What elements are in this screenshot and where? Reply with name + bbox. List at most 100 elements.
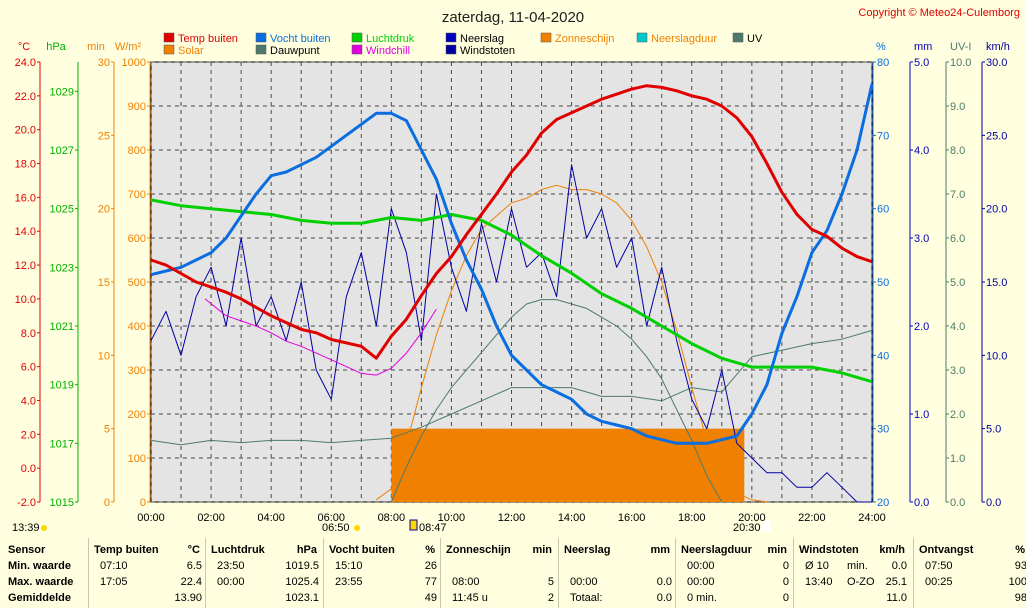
- axis-tick-label: 3.0: [914, 233, 929, 245]
- column-unit: °C: [187, 544, 200, 556]
- chart-title: zaterdag, 11-04-2020: [442, 9, 584, 26]
- axis-tick-label: 1023: [50, 262, 74, 274]
- axis-tick-label: 2.0: [21, 429, 36, 441]
- axis-tick-label: 400: [128, 321, 146, 333]
- x-tick-label: 22:00: [798, 512, 826, 524]
- row-value: 98: [1014, 592, 1026, 604]
- row-value: 93: [1014, 560, 1026, 572]
- time-markers: 13:39 06:50 08:47 20:30: [12, 519, 771, 534]
- axis-tick-label: 15.0: [986, 277, 1007, 289]
- axes: -2.0 0.0 2.0 4.0 6.0 8.0 10.0 12.0 14.0 16.0 18.0 2…: [15, 41, 1010, 524]
- row-value: 2: [547, 592, 554, 604]
- row-value: 13.90: [174, 592, 202, 604]
- flag-icon: [409, 519, 418, 531]
- axis-tick-label: 300: [128, 365, 146, 377]
- axis-tick-label: 30: [98, 57, 110, 69]
- row-value: 0: [782, 592, 789, 604]
- column-unit: hPa: [296, 544, 317, 556]
- axis-tick-label: 2.0: [950, 409, 965, 421]
- x-tick-label: 18:00: [678, 512, 706, 524]
- axis-tick-label: 3.0: [950, 365, 965, 377]
- row-value: 49: [424, 592, 437, 604]
- row-time: 11:45 u: [452, 592, 488, 604]
- axis-tick-label: 500: [128, 277, 146, 289]
- axis-tick-label: 24.0: [15, 57, 36, 69]
- series-vocht-buiten: [150, 83, 874, 445]
- legend: Temp buiten Vocht buiten Luchtdruk Neerslag…: [163, 32, 763, 57]
- column-header: Neerslagduur: [681, 544, 752, 556]
- row-time: 0 min.: [687, 592, 717, 604]
- axis-tick-label: 1.0: [950, 453, 965, 465]
- axis-tick-label: 4.0: [950, 321, 965, 333]
- axis-tick-label: 6.0: [21, 362, 36, 374]
- legend-swatch: [636, 32, 648, 43]
- x-tick-label: 16:00: [618, 512, 646, 524]
- legend-label: Vocht buiten: [270, 33, 331, 45]
- legend-swatch: [255, 44, 267, 55]
- axis-unit-label: hPa: [46, 41, 66, 53]
- sunshine-bar: [391, 428, 745, 502]
- legend-swatch: [445, 32, 457, 43]
- table-divider: [205, 538, 206, 608]
- axis-tick-label: 5.0: [950, 277, 965, 289]
- axis-tick-label: 25.0: [986, 130, 1007, 142]
- moon-icon: [761, 521, 771, 531]
- axis-tick-label: 900: [128, 101, 146, 113]
- x-tick-label: 14:00: [558, 512, 586, 524]
- legend-swatch: [255, 32, 267, 43]
- axis-tick-label: 30: [877, 424, 889, 436]
- x-tick-label: 24:00: [858, 512, 886, 524]
- legend-label: Neerslag: [460, 33, 504, 45]
- axis-tick-label: 5.0: [914, 57, 929, 69]
- axis-tick-label: 8.0: [950, 145, 965, 157]
- peak-time: 08:47: [419, 522, 447, 534]
- legend-label: UV: [747, 33, 763, 45]
- axis-tick-label: 12.0: [15, 260, 36, 272]
- legend-swatch: [351, 32, 363, 43]
- table-divider: [675, 538, 676, 608]
- sunshine-block: [391, 428, 745, 502]
- axis-unit-label: mm: [914, 41, 932, 53]
- row-time: 23:55: [335, 576, 363, 588]
- column-header: Windstoten: [799, 544, 859, 556]
- axis-tick-label: 100: [128, 453, 146, 465]
- x-tick-label: 04:00: [257, 512, 285, 524]
- axis-tick-label: 40: [877, 350, 889, 362]
- axis-tick-label: 15: [98, 277, 110, 289]
- axis-tick-label: 18.0: [15, 159, 36, 171]
- axis-unit-label: UV-I: [950, 41, 971, 53]
- row-time: 00:00: [217, 576, 245, 588]
- axis-tick-label: 10: [98, 350, 110, 362]
- series-lines: [150, 83, 874, 503]
- axis-tick-label: 2.0: [914, 321, 929, 333]
- summary-table: Sensor Temp buiten °C Luchtdruk hPa Vocht bui…: [0, 538, 1026, 608]
- axis-unit-label: W/m²: [115, 41, 142, 53]
- row-value: 0.0: [656, 576, 672, 588]
- row-time: 07:50: [925, 560, 953, 572]
- x-tick-label: 06:00: [317, 512, 345, 524]
- legend-label: Dauwpunt: [270, 45, 320, 57]
- axis-tick-label: 1021: [50, 321, 74, 333]
- axis-tick-label: 7.0: [950, 189, 965, 201]
- row-value: 5: [547, 576, 554, 588]
- sunrise-time: 06:50: [322, 522, 350, 534]
- legend-label: Temp buiten: [178, 33, 238, 45]
- column-unit: %: [1015, 544, 1025, 556]
- legend-swatch: [445, 44, 457, 55]
- header-sensor: Sensor: [8, 544, 46, 556]
- row-label: Gemiddelde: [8, 592, 71, 604]
- axis-unit-label: min: [87, 41, 105, 53]
- series-uv: [390, 299, 723, 503]
- legend-label: Windchill: [366, 45, 410, 57]
- row-label: Max. waarde: [8, 576, 74, 588]
- axis-tick-label: 70: [877, 130, 889, 142]
- axis-tick-label: 6.0: [950, 233, 965, 245]
- row-value: 11.0: [886, 592, 907, 604]
- column-header: Vocht buiten: [329, 544, 395, 556]
- x-tick-label: 12:00: [498, 512, 526, 524]
- row-value: 25.1: [885, 576, 907, 588]
- row-time: 00:00: [570, 576, 598, 588]
- weather-chart: -2.0 0.0 2.0 4.0 6.0 8.0 10.0 12.0 14.0 16.0 18.0 2…: [12, 7, 1020, 534]
- row-time: 13:40: [805, 576, 833, 588]
- row-value: 6.5: [186, 560, 202, 572]
